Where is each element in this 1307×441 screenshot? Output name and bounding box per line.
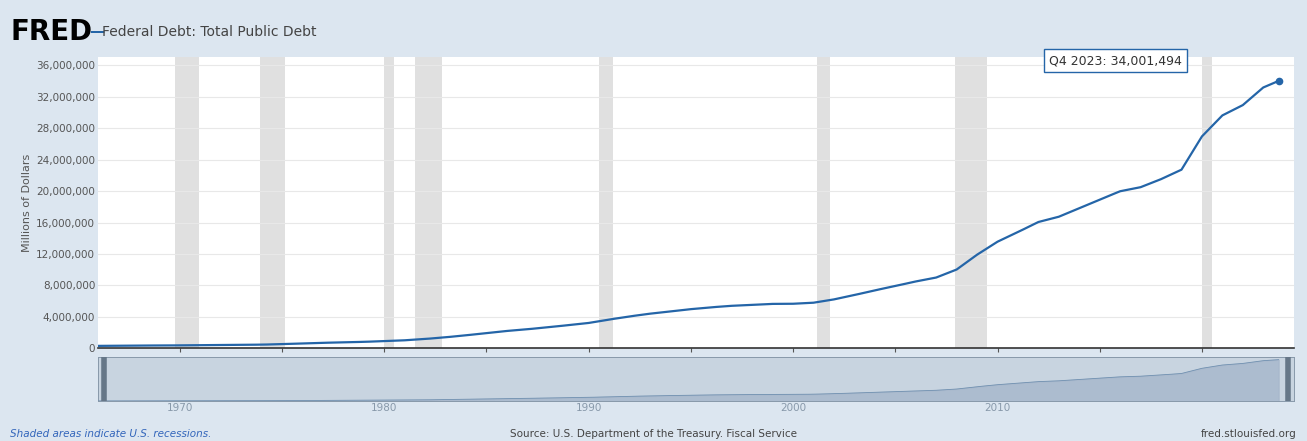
Text: Federal Debt: Total Public Debt: Federal Debt: Total Public Debt [102, 25, 316, 38]
Bar [260, 57, 285, 348]
Bar [1202, 57, 1212, 348]
Text: FRED: FRED [10, 18, 93, 45]
Bar [414, 57, 442, 348]
Bar [599, 57, 613, 348]
Y-axis label: Millions of Dollars: Millions of Dollars [22, 154, 33, 252]
Text: Q4 2023: 34,001,494: Q4 2023: 34,001,494 [1050, 54, 1183, 67]
Bar [817, 57, 830, 348]
Text: fred.stlouisfed.org: fred.stlouisfed.org [1201, 429, 1297, 439]
Text: Shaded areas indicate U.S. recessions.: Shaded areas indicate U.S. recessions. [10, 429, 212, 439]
Text: —: — [89, 24, 105, 39]
Bar [384, 57, 395, 348]
Bar [955, 57, 987, 348]
Text: Source: U.S. Department of the Treasury. Fiscal Service: Source: U.S. Department of the Treasury.… [510, 429, 797, 439]
Bar [175, 57, 199, 348]
